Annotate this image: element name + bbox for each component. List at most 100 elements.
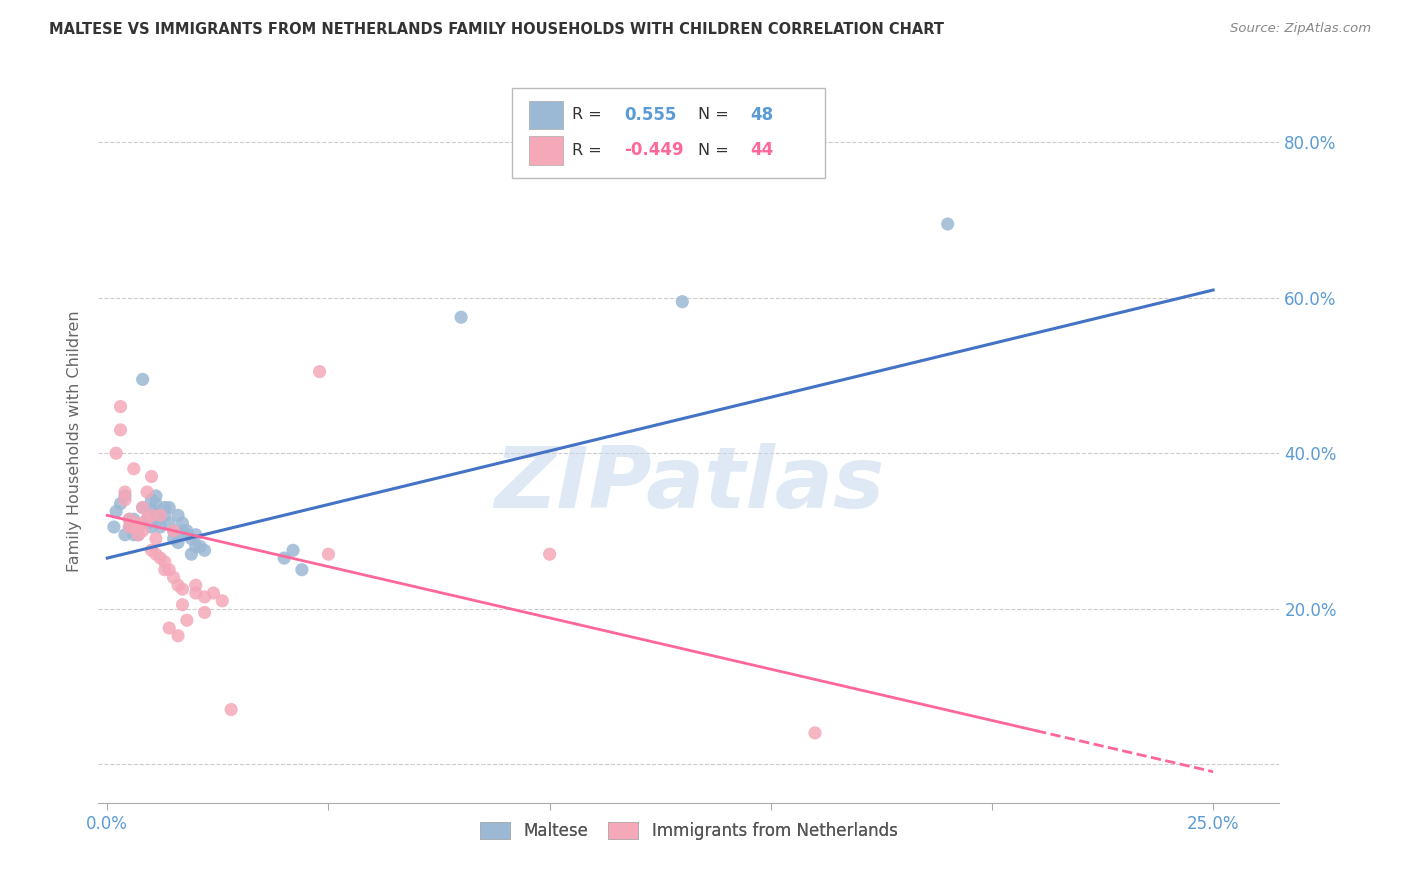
Point: [118, 520, 141, 534]
Point: [211, 594, 233, 608]
Point: [103, 520, 125, 534]
Point: [136, 516, 159, 530]
Point: [131, 524, 153, 538]
Point: [153, 500, 176, 515]
Point: [127, 516, 149, 530]
Point: [804, 726, 827, 740]
Text: N =: N =: [699, 143, 734, 158]
Point: [172, 582, 194, 596]
Point: [180, 547, 202, 561]
Point: [122, 528, 145, 542]
Point: [136, 512, 159, 526]
Point: [110, 497, 132, 511]
Point: [167, 629, 190, 643]
Point: [162, 524, 184, 538]
Text: 0.555: 0.555: [624, 106, 676, 124]
Point: [153, 555, 176, 569]
Point: [114, 485, 136, 500]
Point: [131, 372, 153, 386]
Point: [167, 578, 190, 592]
Point: [114, 492, 136, 507]
Point: [318, 547, 340, 561]
Point: [141, 508, 163, 523]
Point: [127, 528, 149, 542]
Point: [145, 532, 167, 546]
Text: -0.449: -0.449: [624, 141, 683, 160]
Text: R =: R =: [572, 107, 607, 122]
Point: [450, 310, 472, 325]
Text: N =: N =: [699, 107, 734, 122]
Point: [184, 540, 207, 554]
Point: [671, 294, 693, 309]
Point: [176, 528, 198, 542]
Point: [127, 528, 149, 542]
Point: [105, 504, 128, 518]
Text: ZIPatlas: ZIPatlas: [494, 443, 884, 526]
Point: [141, 543, 163, 558]
Point: [122, 512, 145, 526]
Point: [176, 613, 198, 627]
Point: [141, 520, 163, 534]
Point: [114, 528, 136, 542]
Point: [136, 512, 159, 526]
Point: [149, 520, 172, 534]
Point: [167, 508, 190, 523]
Point: [194, 606, 217, 620]
Point: [162, 524, 184, 538]
Point: [157, 621, 180, 635]
Point: [118, 520, 141, 534]
Point: [157, 563, 180, 577]
Point: [219, 702, 242, 716]
Point: [131, 500, 153, 515]
Point: [162, 532, 184, 546]
Point: [291, 563, 314, 577]
Point: [149, 551, 172, 566]
Point: [122, 461, 145, 475]
Point: [308, 365, 330, 379]
Point: [194, 543, 217, 558]
Point: [172, 524, 194, 538]
Point: [141, 469, 163, 483]
FancyBboxPatch shape: [530, 101, 562, 129]
Point: [110, 400, 132, 414]
Point: [538, 547, 561, 561]
Point: [118, 512, 141, 526]
Text: 48: 48: [751, 106, 773, 124]
Point: [105, 446, 128, 460]
Point: [141, 504, 163, 518]
Text: R =: R =: [572, 143, 607, 158]
Text: MALTESE VS IMMIGRANTS FROM NETHERLANDS FAMILY HOUSEHOLDS WITH CHILDREN CORRELATI: MALTESE VS IMMIGRANTS FROM NETHERLANDS F…: [49, 22, 945, 37]
Point: [273, 551, 295, 566]
Point: [145, 497, 167, 511]
Text: Source: ZipAtlas.com: Source: ZipAtlas.com: [1230, 22, 1371, 36]
Point: [118, 512, 141, 526]
Point: [202, 586, 225, 600]
Point: [153, 563, 176, 577]
Point: [149, 508, 172, 523]
Point: [136, 485, 159, 500]
Point: [141, 512, 163, 526]
Point: [153, 508, 176, 523]
Point: [176, 524, 198, 538]
FancyBboxPatch shape: [530, 136, 562, 165]
Point: [131, 500, 153, 515]
Point: [936, 217, 959, 231]
Point: [188, 540, 211, 554]
Point: [122, 520, 145, 534]
Point: [167, 535, 190, 549]
Point: [172, 598, 194, 612]
Point: [184, 586, 207, 600]
Point: [172, 516, 194, 530]
Point: [180, 532, 202, 546]
Point: [145, 547, 167, 561]
Point: [184, 578, 207, 592]
Point: [114, 489, 136, 503]
Point: [110, 423, 132, 437]
Point: [162, 570, 184, 584]
Point: [157, 516, 180, 530]
Point: [281, 543, 304, 558]
FancyBboxPatch shape: [512, 87, 825, 178]
Point: [194, 590, 217, 604]
Point: [127, 520, 149, 534]
Point: [145, 489, 167, 503]
